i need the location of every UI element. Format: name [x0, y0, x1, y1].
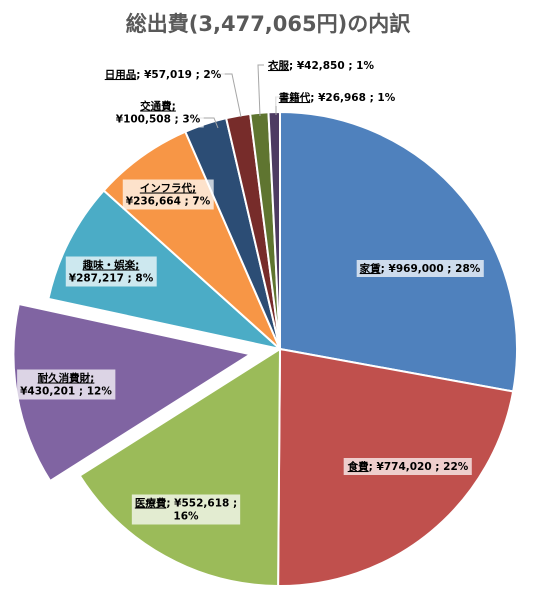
- data-label-text: 衣服; ¥42,850 ; 1%: [268, 59, 374, 72]
- data-label-text: 日用品; ¥57,019 ; 2%: [105, 69, 222, 81]
- data-label-background: [264, 57, 378, 74]
- pie-slice-1: [279, 110, 518, 393]
- data-label-background: [101, 67, 225, 83]
- data-label-text: ¥236,664 ; 7%: [126, 196, 211, 208]
- data-label-10: 書籍代; ¥26,968 ; 1%: [275, 89, 399, 106]
- data-label-4: 耐久消費財;¥430,201 ; 12%: [17, 369, 116, 400]
- data-label-text: 耐久消費財;: [38, 372, 95, 385]
- data-label-1: 家賃; ¥969,000 ; 28%: [356, 260, 484, 277]
- data-label-text: 書籍代; ¥26,968 ; 1%: [279, 91, 396, 104]
- data-label-2: 食費; ¥774,020 ; 22%: [343, 458, 472, 475]
- data-label-8: 日用品; ¥57,019 ; 2%: [101, 67, 225, 83]
- data-label-background: [17, 369, 116, 400]
- data-label-background: [131, 494, 241, 525]
- data-label-7: 交通費;¥100,508 ; 3%: [112, 97, 204, 128]
- data-label-9: 衣服; ¥42,850 ; 1%: [264, 57, 378, 74]
- data-label-text: 家賃; ¥969,000 ; 28%: [360, 262, 481, 275]
- data-label-text: 趣味・娯楽;: [82, 259, 140, 272]
- data-label-text: 16%: [173, 511, 199, 523]
- data-label-background: [356, 260, 484, 277]
- data-label-text: 交通費;: [140, 100, 176, 113]
- data-label-background: [122, 179, 214, 210]
- data-label-background: [343, 458, 472, 475]
- data-label-text: ¥287,217 ; 8%: [69, 273, 154, 285]
- data-label-5: 趣味・娯楽;¥287,217 ; 8%: [65, 256, 157, 287]
- data-labels: 家賃; ¥969,000 ; 28% 食費; ¥774,020 ; 22% 医療費;…: [17, 57, 484, 525]
- data-label-text: 食費; ¥774,020 ; 22%: [347, 460, 469, 473]
- data-label-text: 医療費; ¥552,618 ;: [135, 497, 237, 510]
- data-label-background: [65, 256, 157, 287]
- data-label-background: [112, 97, 204, 128]
- pie-slice-3: [78, 347, 282, 588]
- pie-slice-5: [47, 189, 284, 351]
- pie-slice-10: [267, 110, 281, 350]
- data-label-6: インフラ代;¥236,664 ; 7%: [122, 179, 214, 210]
- data-label-background: [275, 89, 399, 106]
- pie-slices: [12, 110, 518, 588]
- data-label-text: ¥100,508 ; 3%: [116, 114, 201, 126]
- data-label-3: 医療費; ¥552,618 ;16%: [131, 494, 241, 525]
- data-label-text: インフラ代;: [140, 182, 196, 195]
- leader-line-9: [257, 64, 264, 117]
- chart-title: 総出費(3,477,065円)の内訳: [126, 12, 411, 36]
- data-label-text: ¥430,201 ; 12%: [20, 386, 112, 398]
